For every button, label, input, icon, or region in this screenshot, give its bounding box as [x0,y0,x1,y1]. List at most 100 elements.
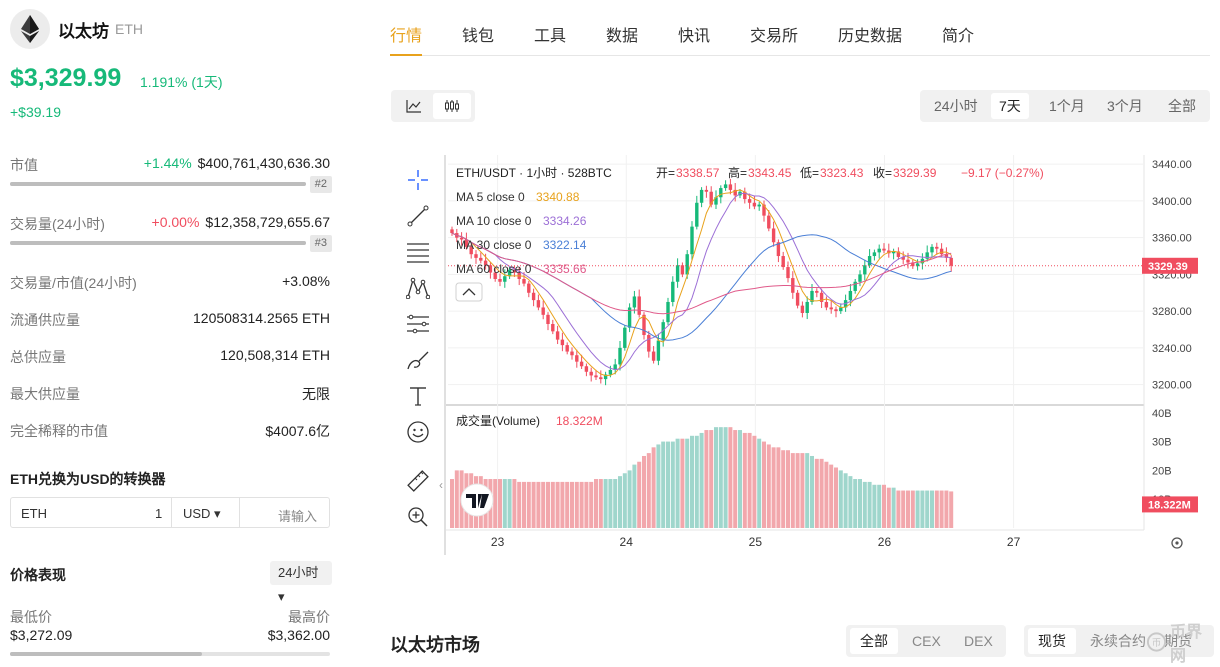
candle-body [896,251,901,257]
candle-body [661,322,665,341]
type-spot[interactable]: 现货 [1028,628,1076,654]
ma-legend-name: MA 10 close 0 [456,214,532,228]
tab-intro[interactable]: 简介 [942,28,975,45]
volume-bar [661,441,666,528]
range-3m[interactable]: 3个月 [1107,98,1143,114]
candle-body [829,307,833,310]
converter-to-input[interactable]: 请输入 [277,509,317,524]
tab-news[interactable]: 快讯 [678,28,711,45]
pattern-tool[interactable] [404,274,432,302]
volume-bar [853,479,858,528]
range-1m[interactable]: 1个月 [1049,98,1085,114]
market-cap-rank-badge: #2 [309,176,332,193]
y-tick-label: 3200.00 [1152,380,1192,392]
volume-bar [723,427,728,528]
total-supply-label: 总供应量 [10,349,66,365]
price-range-bar-fill [10,652,202,656]
price-chart-svg[interactable]: 3440.003400.003360.003320.003280.003240.… [398,150,1210,560]
ruler-tool[interactable] [404,467,432,495]
candle-body [819,292,824,302]
x-tick-label: 25 [749,535,763,549]
type-perpetual[interactable]: 永续合约 [1090,633,1146,649]
candle-body [555,331,560,340]
tab-history[interactable]: 历史数据 [838,28,903,45]
ma-legend-name: MA 30 close 0 [456,238,532,252]
filter-dex[interactable]: DEX [964,633,993,649]
fdv-value: $4007.6亿 [265,423,330,439]
volume-bar [694,435,699,528]
zoom-in-tool[interactable] [404,503,432,531]
market-cap-value: $400,761,430,636.30 [197,155,330,171]
low-label: 最低价 [10,609,52,625]
candle-body [522,279,526,284]
volume-bar-fill [10,241,306,245]
emoji-tool[interactable] [404,418,432,446]
range-all[interactable]: 全部 [1168,98,1196,114]
volume-bar [925,490,930,528]
range-24h[interactable]: 24小时 [934,98,978,114]
ohlc-value: 3329.39 [893,166,937,180]
volume-tick-label: 20B [1152,465,1172,477]
volume-legend-value: 18.322M [556,414,603,428]
volume-bar [824,461,829,528]
range-7d[interactable]: 7天 [991,93,1029,119]
candle-body [795,292,800,306]
volume-bar [10,241,306,245]
candle-body [781,256,785,268]
tab-market[interactable]: 行情 [390,28,423,45]
filter-all[interactable]: 全部 [850,628,898,654]
candle-body [728,184,733,190]
volume-bar [872,484,877,528]
measure-lines-tool[interactable] [404,310,432,338]
volume-bar [531,481,536,528]
volume-bar [862,481,867,528]
volume-bar [709,430,714,528]
toolbar-collapse-icon: ‹ [439,478,443,492]
crosshair-tool[interactable] [404,166,432,194]
volume-bar [949,491,954,528]
line-chart-icon [406,100,421,113]
tab-data[interactable]: 数据 [606,28,639,45]
tab-exchanges[interactable]: 交易所 [750,28,799,45]
candle-body [493,272,497,279]
converter-currency-select[interactable]: USD ▾ [183,506,221,521]
brush-tool[interactable] [404,346,432,374]
tab-wallet[interactable]: 钱包 [462,28,495,45]
price-range-bar [10,652,330,656]
tab-tools[interactable]: 工具 [534,28,567,45]
volume-bar [550,481,555,528]
type-futures[interactable]: 期货 [1164,633,1192,649]
volume-bar [502,479,507,528]
volume-legend-label: 成交量(Volume) [456,413,540,428]
volume-label: 交易量(24小时) [10,216,105,232]
zoom-in-icon [408,507,428,527]
high-label: 最高价 [288,609,330,625]
candle-body [565,345,569,352]
volume-bar [896,490,901,528]
filter-cex[interactable]: CEX [912,633,941,649]
text-tool[interactable] [404,382,432,410]
performance-range-select[interactable]: 24小时 ▾ [270,561,332,604]
brush-icon [407,351,429,370]
candle-body [839,307,843,312]
line-chart-button[interactable] [395,93,433,119]
candle-body [584,366,589,372]
y-tick-label: 3240.00 [1152,343,1192,355]
candlestick-chart-button[interactable] [433,93,471,119]
volume-bar [714,427,718,528]
coin-name: 以太坊 [58,21,109,41]
candle-body [498,279,502,282]
volume-bar [834,467,838,528]
candle-body [627,307,632,328]
fib-tool[interactable] [404,238,432,266]
volume-bar [781,450,786,528]
candle-body [800,305,805,313]
candle-body [536,300,541,308]
candle-body [469,246,473,255]
candle-body [560,339,565,346]
converter-from-amount[interactable]: 1 [155,506,163,521]
volume-bar [555,481,560,528]
circulating-label: 流通供应量 [10,312,80,328]
candle-body [488,265,493,273]
trendline-tool[interactable] [404,202,432,230]
